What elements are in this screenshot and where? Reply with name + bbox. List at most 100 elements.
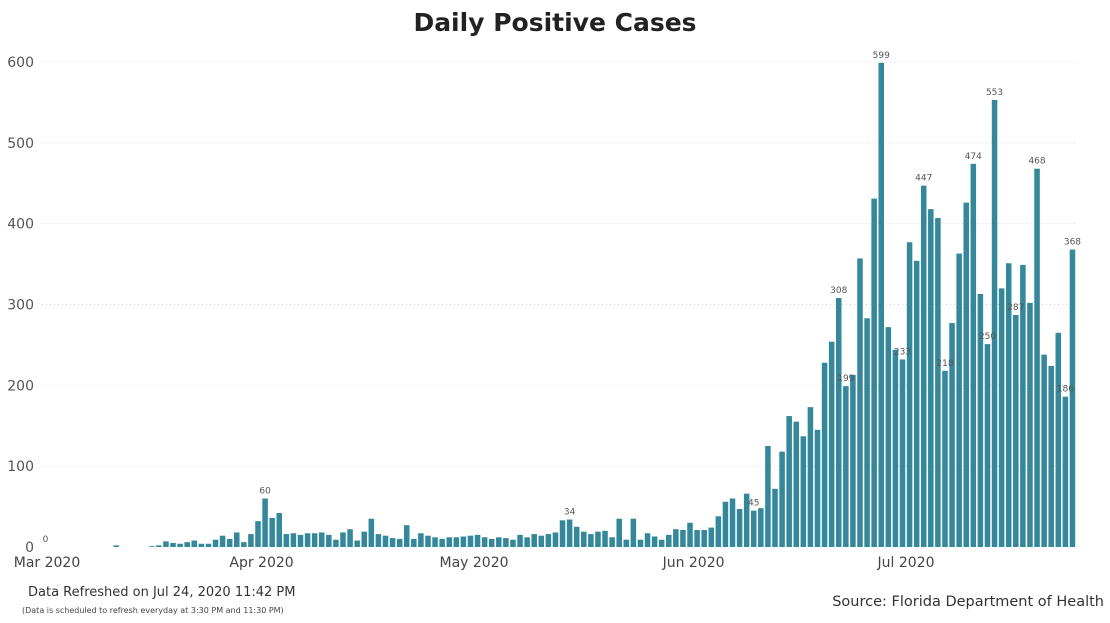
bar[interactable]: [743, 493, 750, 547]
bar[interactable]: [694, 530, 700, 547]
bar[interactable]: [1048, 365, 1054, 547]
bar[interactable]: [758, 508, 764, 547]
bar[interactable]: [496, 537, 502, 547]
bar[interactable]: [956, 253, 962, 547]
bar[interactable]: [361, 531, 368, 547]
bar[interactable]: [1020, 264, 1026, 547]
bar[interactable]: [538, 535, 545, 547]
bar[interactable]: [885, 327, 892, 547]
bar[interactable]: [864, 318, 870, 547]
bar[interactable]: [821, 362, 828, 547]
bar[interactable]: [588, 534, 594, 547]
bar[interactable]: [474, 534, 481, 547]
bar[interactable]: [545, 534, 552, 547]
bar[interactable]: [184, 542, 190, 547]
bar[interactable]: [446, 537, 452, 547]
bar[interactable]: [658, 539, 665, 547]
bar[interactable]: [602, 530, 608, 547]
bar[interactable]: [772, 488, 778, 547]
bar[interactable]: [736, 509, 743, 547]
bar[interactable]: [616, 518, 622, 547]
bar[interactable]: [255, 521, 261, 547]
bar[interactable]: [1055, 332, 1062, 547]
bar[interactable]: [368, 518, 375, 547]
bar[interactable]: [1041, 354, 1047, 547]
bar[interactable]: [1005, 263, 1012, 547]
bar[interactable]: [843, 386, 849, 547]
bar[interactable]: [276, 513, 283, 547]
bar[interactable]: [262, 498, 268, 548]
bar[interactable]: [687, 522, 693, 547]
bar[interactable]: [708, 527, 715, 547]
bar[interactable]: [488, 538, 495, 547]
bar[interactable]: [156, 545, 162, 547]
bar[interactable]: [503, 538, 509, 547]
bar[interactable]: [1062, 396, 1069, 547]
bar[interactable]: [191, 540, 198, 547]
bar[interactable]: [425, 535, 431, 547]
bar[interactable]: [1027, 302, 1033, 547]
bar[interactable]: [453, 537, 460, 547]
bar[interactable]: [779, 451, 785, 547]
bar[interactable]: [297, 534, 304, 547]
bar[interactable]: [857, 258, 863, 547]
bar[interactable]: [878, 62, 885, 547]
bar[interactable]: [899, 359, 906, 547]
bar[interactable]: [113, 545, 120, 547]
bar[interactable]: [644, 533, 651, 547]
bar[interactable]: [800, 436, 807, 547]
bar[interactable]: [318, 532, 325, 547]
bar[interactable]: [304, 533, 311, 547]
bar[interactable]: [233, 532, 240, 547]
bar[interactable]: [949, 323, 955, 547]
bar[interactable]: [467, 535, 474, 547]
bar[interactable]: [666, 534, 672, 547]
bar[interactable]: [418, 533, 424, 547]
bar[interactable]: [595, 531, 601, 547]
bar[interactable]: [389, 538, 396, 547]
bar[interactable]: [913, 260, 920, 547]
bar[interactable]: [269, 517, 275, 547]
bar[interactable]: [205, 543, 212, 547]
bar[interactable]: [581, 531, 587, 547]
bar[interactable]: [248, 534, 254, 547]
bar[interactable]: [340, 532, 346, 547]
bar[interactable]: [680, 530, 686, 547]
bar[interactable]: [807, 407, 814, 547]
bar[interactable]: [326, 534, 332, 547]
bar[interactable]: [928, 209, 934, 547]
bar[interactable]: [828, 341, 835, 547]
bar[interactable]: [559, 520, 566, 547]
bar[interactable]: [977, 293, 984, 547]
bar[interactable]: [432, 537, 438, 547]
bar[interactable]: [573, 526, 580, 547]
bar[interactable]: [630, 518, 637, 547]
bar[interactable]: [460, 536, 467, 547]
bar[interactable]: [517, 534, 523, 547]
bar[interactable]: [750, 510, 757, 547]
bar[interactable]: [198, 543, 205, 547]
bar[interactable]: [241, 542, 247, 547]
bar[interactable]: [715, 516, 722, 547]
bar[interactable]: [481, 537, 488, 547]
bar[interactable]: [411, 538, 417, 547]
bar[interactable]: [439, 538, 445, 547]
bar[interactable]: [942, 370, 948, 547]
bar[interactable]: [226, 538, 233, 547]
bar[interactable]: [970, 163, 977, 547]
bar[interactable]: [850, 374, 856, 547]
bar[interactable]: [673, 529, 679, 547]
bar[interactable]: [177, 543, 183, 547]
bar[interactable]: [637, 539, 644, 547]
bar[interactable]: [722, 501, 729, 547]
bar[interactable]: [375, 534, 382, 547]
bar[interactable]: [219, 535, 226, 547]
bar[interactable]: [1013, 315, 1019, 547]
bar[interactable]: [906, 242, 913, 547]
bar[interactable]: [793, 421, 800, 547]
bar[interactable]: [998, 288, 1005, 547]
bar[interactable]: [786, 416, 792, 547]
bar[interactable]: [1034, 168, 1040, 547]
bar[interactable]: [991, 99, 998, 547]
bar[interactable]: [212, 539, 219, 547]
